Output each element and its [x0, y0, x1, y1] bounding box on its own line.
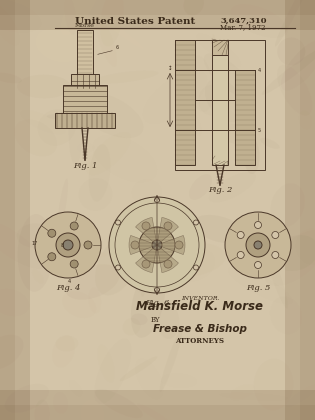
Circle shape [56, 233, 80, 257]
Circle shape [237, 231, 244, 239]
Text: Mar. 7, 1972: Mar. 7, 1972 [220, 23, 266, 31]
Bar [0, 0, 315, 30]
Bar [212, 40, 228, 55]
Ellipse shape [95, 233, 141, 295]
Circle shape [142, 260, 150, 268]
Circle shape [63, 240, 73, 250]
Circle shape [193, 265, 198, 270]
Bar [77, 30, 93, 75]
Ellipse shape [148, 242, 226, 278]
Circle shape [84, 241, 92, 249]
Circle shape [116, 265, 121, 270]
Ellipse shape [277, 37, 305, 66]
Bar [0, 0, 15, 420]
Text: 4: 4 [258, 68, 261, 73]
Bar [212, 55, 228, 165]
Text: 5: 5 [258, 128, 261, 133]
Bar [175, 40, 265, 170]
Bar [235, 70, 255, 165]
Circle shape [152, 240, 162, 250]
Text: Fig. 4: Fig. 4 [56, 284, 80, 292]
Ellipse shape [265, 244, 288, 308]
Circle shape [139, 227, 175, 263]
Text: 3,647,310: 3,647,310 [220, 17, 266, 25]
Circle shape [164, 222, 172, 230]
Text: 8: 8 [61, 243, 64, 248]
Bar [0, 390, 315, 420]
Circle shape [246, 233, 270, 257]
Text: Morse: Morse [75, 23, 95, 28]
Wedge shape [157, 218, 179, 245]
Text: Fig. 6: Fig. 6 [145, 299, 169, 307]
Text: Frease & Bishop: Frease & Bishop [153, 324, 247, 334]
Circle shape [255, 221, 261, 228]
Ellipse shape [18, 214, 53, 292]
Bar [175, 40, 195, 165]
Ellipse shape [88, 84, 102, 129]
Text: United States Patent: United States Patent [75, 17, 195, 26]
Wedge shape [157, 236, 185, 255]
Circle shape [237, 252, 244, 258]
Ellipse shape [183, 0, 204, 16]
Ellipse shape [17, 75, 71, 98]
Circle shape [70, 260, 78, 268]
Ellipse shape [131, 268, 165, 338]
Text: Fig. 2: Fig. 2 [208, 186, 232, 194]
Bar [0, 405, 315, 420]
Text: ATTORNEYS: ATTORNEYS [175, 337, 225, 345]
Text: INVENTOR.: INVENTOR. [181, 296, 219, 301]
Wedge shape [135, 218, 157, 245]
Circle shape [48, 253, 56, 261]
Text: BY: BY [150, 316, 160, 324]
Bar [300, 0, 315, 420]
Circle shape [109, 197, 205, 293]
Wedge shape [135, 245, 157, 273]
Bar [63, 85, 107, 115]
Circle shape [142, 222, 150, 230]
Circle shape [175, 241, 183, 249]
Circle shape [164, 260, 172, 268]
Bar [285, 0, 315, 420]
Ellipse shape [160, 330, 182, 392]
Circle shape [254, 241, 262, 249]
Bar [71, 74, 99, 88]
Ellipse shape [193, 215, 245, 243]
Wedge shape [129, 236, 157, 255]
Ellipse shape [212, 34, 221, 97]
Ellipse shape [123, 318, 140, 336]
Bar [55, 113, 115, 128]
Circle shape [193, 220, 198, 225]
Ellipse shape [141, 247, 152, 297]
Circle shape [154, 197, 159, 202]
Ellipse shape [134, 246, 172, 281]
Circle shape [70, 222, 78, 230]
Ellipse shape [244, 139, 260, 174]
Circle shape [225, 212, 291, 278]
Ellipse shape [60, 0, 104, 36]
Ellipse shape [120, 356, 158, 381]
Ellipse shape [35, 28, 82, 63]
Circle shape [35, 212, 101, 278]
Wedge shape [157, 245, 179, 273]
Text: 4: 4 [68, 279, 71, 284]
Bar [0, 0, 30, 420]
Circle shape [272, 231, 279, 239]
Circle shape [131, 241, 139, 249]
Text: Mansfield K. Morse: Mansfield K. Morse [136, 300, 264, 313]
Ellipse shape [131, 313, 148, 325]
Text: ↕: ↕ [168, 66, 173, 71]
Circle shape [255, 262, 261, 268]
Circle shape [272, 252, 279, 258]
Circle shape [48, 229, 56, 237]
Text: Fig. 5: Fig. 5 [246, 284, 270, 292]
Text: 17: 17 [31, 241, 37, 246]
Circle shape [154, 288, 159, 292]
Bar [0, 0, 315, 15]
Circle shape [116, 220, 121, 225]
Text: 6: 6 [116, 45, 119, 50]
Text: Fig. 1: Fig. 1 [73, 162, 97, 170]
